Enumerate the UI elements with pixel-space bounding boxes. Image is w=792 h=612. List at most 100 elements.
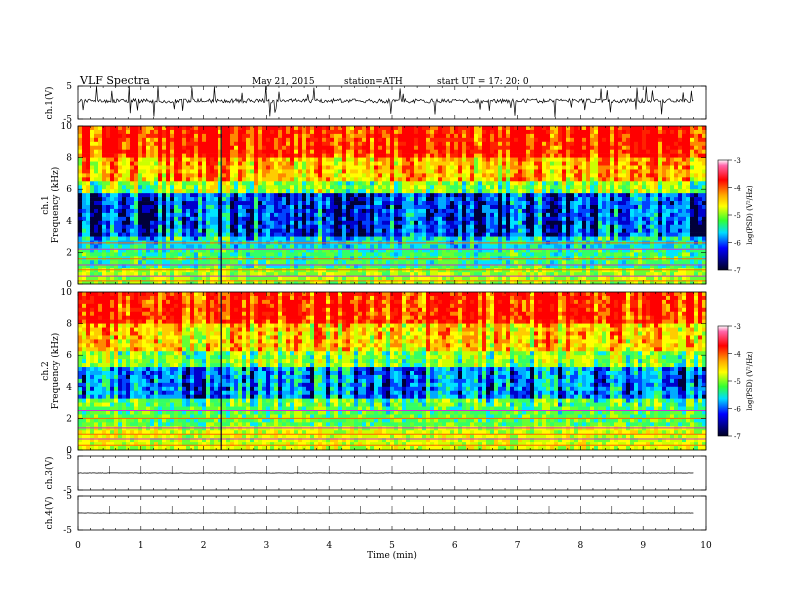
spectrogram-cell (310, 224, 315, 229)
spectrogram-cell (342, 173, 347, 178)
spectrogram-cell (394, 193, 399, 198)
spectrogram-cell (446, 145, 451, 150)
spectrogram-cell (370, 193, 375, 198)
spectrogram-cell (414, 165, 419, 170)
spectrogram-cell (262, 157, 267, 162)
spectrogram-cell (170, 133, 175, 139)
spectrogram-cell (402, 185, 407, 190)
spectrogram-cell (258, 133, 263, 139)
spectrogram-cell (198, 129, 203, 135)
spectrogram-cell (586, 244, 591, 249)
spectrogram-cell (646, 169, 651, 174)
spectrogram-cell (378, 220, 383, 226)
spectrogram-cell (294, 205, 299, 210)
spectrogram-cell (502, 224, 507, 229)
spectrogram-cell (170, 228, 175, 233)
spectrogram-cell (614, 173, 619, 178)
spectrogram-cell (290, 129, 295, 135)
spectrogram-cell (366, 169, 371, 174)
spectrogram-cell (214, 173, 219, 178)
spectrogram-cell (390, 201, 395, 206)
spectrogram-cell (106, 181, 111, 186)
spectrogram-cell (450, 232, 455, 237)
spectrogram-cell (410, 165, 415, 170)
spectrogram-cell (550, 205, 555, 210)
spectrogram-cell (78, 153, 83, 158)
spectrogram-cell (230, 208, 235, 214)
spectrogram-cell (514, 197, 519, 202)
spectrogram-cell (170, 248, 175, 253)
spectrogram-cell (202, 141, 207, 147)
spectrogram-cell (450, 137, 455, 143)
spectrogram-cell (418, 133, 423, 139)
spectrogram-cell (698, 212, 703, 218)
spectrogram-cell (562, 133, 567, 139)
spectrogram-cell (442, 193, 447, 198)
spectrogram-cell (658, 197, 663, 202)
spectrogram-cell (686, 157, 691, 162)
spectrogram-cell (562, 185, 567, 190)
spectrogram-cell (278, 126, 283, 131)
spectrogram-cell (306, 197, 311, 202)
spectrogram-cell (174, 169, 179, 174)
spectrogram-cell (602, 193, 607, 198)
spectrogram-cell (194, 145, 199, 150)
spectrogram-cell (350, 228, 355, 233)
spectrogram-cell (182, 197, 187, 202)
spectrogram-cell (206, 137, 211, 143)
spectrogram-cell (250, 153, 255, 158)
spectrogram-cell (462, 165, 467, 170)
spectrogram-cell (358, 137, 363, 143)
spectrogram-cell (378, 133, 383, 139)
spectrogram-cell (498, 141, 503, 147)
spectrogram-cell (126, 185, 131, 190)
spectrogram-cell (426, 212, 431, 218)
spectrogram-cell (554, 208, 559, 214)
spectrogram-cell (630, 197, 635, 202)
spectrogram-cell (490, 193, 495, 198)
spectrogram-cell (330, 232, 335, 237)
spectrogram-cell (654, 224, 659, 229)
spectrogram-cell (122, 212, 127, 218)
spectrogram-cell (230, 149, 235, 154)
spectrogram-cell (286, 220, 291, 226)
spectrogram-cell (318, 220, 323, 226)
spectrogram-cell (102, 189, 107, 194)
spectrogram-cell (206, 232, 211, 237)
spectrogram-cell (206, 141, 211, 147)
spectrogram-cell (90, 197, 95, 202)
spectrogram-cell (222, 157, 227, 162)
spectrogram-cell (574, 169, 579, 174)
spectrogram-cell (270, 224, 275, 229)
spectrogram-cell (154, 169, 159, 174)
spectrogram-cell (214, 248, 219, 253)
spectrogram-cell (386, 165, 391, 170)
spectrogram-cell (158, 208, 163, 214)
spectrogram-cell (186, 220, 191, 226)
spectrogram-cell (198, 224, 203, 229)
spectrogram-cell (410, 177, 415, 182)
spectrogram-cell (242, 205, 247, 210)
spectrogram-cell (338, 181, 343, 186)
spectrogram-cell (442, 126, 447, 131)
spectrogram-cell (614, 129, 619, 135)
spectrogram-cell (646, 177, 651, 182)
spectrogram-cell (462, 141, 467, 147)
spectrogram-cell (406, 197, 411, 202)
spectrogram-cell (178, 232, 183, 237)
spectrogram-cell (158, 137, 163, 143)
spectrogram-cell (558, 161, 563, 166)
spectrogram-cell (214, 185, 219, 190)
spectrogram-cell (690, 169, 695, 174)
spectrogram-cell (166, 145, 171, 150)
spectrogram-cell (446, 165, 451, 170)
spectrogram-cell (586, 137, 591, 143)
spectrogram-cell (630, 177, 635, 182)
spectrogram-cell (146, 212, 151, 218)
spectrogram-cell (518, 137, 523, 143)
spectrogram-cell (486, 244, 491, 249)
spectrogram-cell (590, 133, 595, 139)
spectrogram-cell (254, 169, 259, 174)
spectrogram-cell (306, 181, 311, 186)
spectrogram-cell (306, 141, 311, 147)
